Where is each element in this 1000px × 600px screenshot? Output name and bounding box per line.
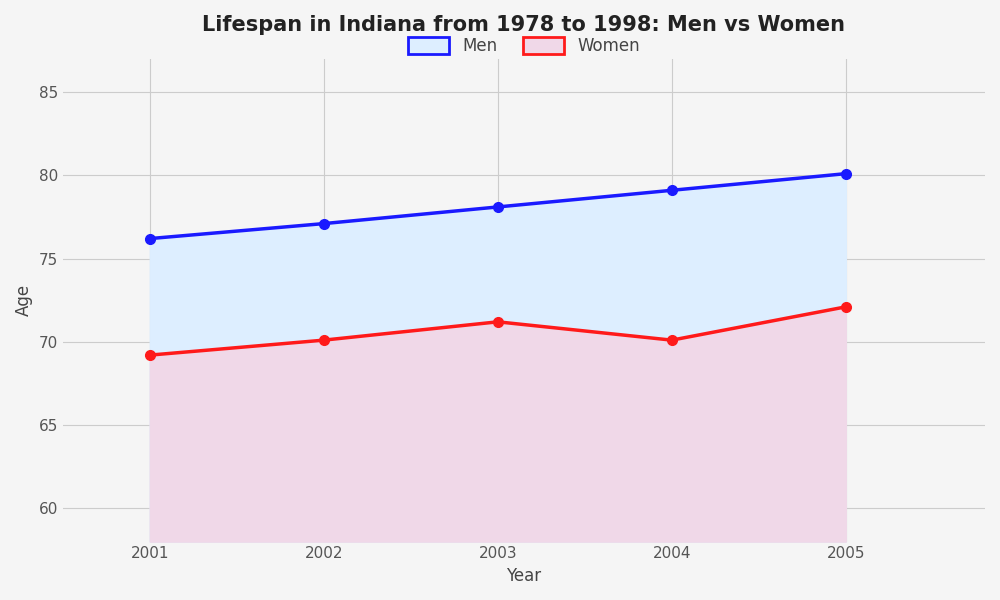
X-axis label: Year: Year: [506, 567, 541, 585]
Y-axis label: Age: Age: [15, 284, 33, 316]
Title: Lifespan in Indiana from 1978 to 1998: Men vs Women: Lifespan in Indiana from 1978 to 1998: M…: [202, 15, 845, 35]
Legend: Men, Women: Men, Women: [399, 28, 649, 64]
